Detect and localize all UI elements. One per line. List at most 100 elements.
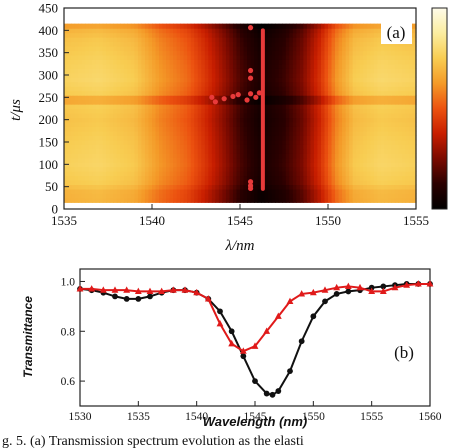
heatmap-cell bbox=[292, 108, 297, 114]
heatmap-cell bbox=[166, 135, 171, 141]
heatmap-cell bbox=[152, 72, 157, 78]
heatmap-cell bbox=[278, 63, 283, 69]
heatmap-cell bbox=[127, 148, 132, 154]
heatmap-cell bbox=[116, 77, 121, 83]
heatmap-cell bbox=[176, 77, 181, 83]
heatmap-cell bbox=[176, 32, 181, 38]
heatmap-cell bbox=[197, 171, 202, 177]
heatmap-cell bbox=[405, 104, 410, 110]
heatmap-cell bbox=[310, 77, 315, 83]
heatmap-cell bbox=[166, 95, 171, 101]
heatmap-cell bbox=[106, 86, 111, 92]
heatmap-cell bbox=[359, 117, 364, 123]
heatmap-cell bbox=[190, 162, 195, 168]
heatmap-cell bbox=[81, 59, 86, 65]
heatmap-cell bbox=[187, 77, 192, 83]
heatmap-cell bbox=[401, 171, 407, 177]
heatmap-cell bbox=[363, 37, 368, 43]
heatmap-marker-point bbox=[247, 75, 254, 81]
heatmap-cell bbox=[310, 68, 315, 74]
heatmap-cell bbox=[208, 130, 213, 136]
heatmap-cell bbox=[85, 193, 90, 199]
heatmap-cell bbox=[278, 171, 283, 177]
heatmap-cell bbox=[229, 63, 234, 69]
heatmap-cell bbox=[352, 32, 357, 38]
heatmap-cell bbox=[215, 171, 220, 177]
heatmap-cell bbox=[412, 45, 417, 52]
heatmap-cell bbox=[204, 130, 209, 136]
heatmap-cell bbox=[292, 171, 297, 177]
heatmap-cell bbox=[384, 126, 389, 132]
heatmap-cell bbox=[190, 112, 195, 119]
heatmap-cell bbox=[243, 139, 248, 145]
heatmap-cell bbox=[236, 193, 241, 199]
heatmap-cell bbox=[278, 32, 283, 38]
heatmap-cell bbox=[313, 23, 319, 29]
heatmap-cell bbox=[377, 28, 382, 34]
heatmap-cell bbox=[173, 117, 178, 123]
heatmap-cell bbox=[123, 162, 128, 168]
heatmap-cell bbox=[412, 104, 417, 110]
heatmap-cell bbox=[366, 130, 371, 136]
heatmap-cell bbox=[310, 104, 315, 110]
heatmap-cell bbox=[144, 121, 150, 127]
heatmap-cell bbox=[208, 166, 213, 172]
heatmap-cell bbox=[134, 184, 139, 190]
heatmap-cell bbox=[289, 59, 294, 65]
heatmap-cell bbox=[250, 166, 255, 172]
heatmap-cell bbox=[247, 45, 252, 52]
heatmap-cell bbox=[123, 45, 128, 52]
heatmap-cell bbox=[338, 197, 343, 203]
heatmap-cell bbox=[109, 28, 114, 34]
heatmap-cell bbox=[92, 175, 97, 181]
heatmap-cell bbox=[99, 90, 104, 96]
heatmap-cell bbox=[377, 179, 382, 186]
heatmap-cell bbox=[113, 41, 118, 47]
heatmap-cell bbox=[306, 144, 311, 150]
heatmap-cell bbox=[232, 171, 238, 177]
heatmap-cell bbox=[405, 117, 410, 123]
heatmap-cell bbox=[155, 104, 160, 110]
heatmap-cell bbox=[370, 148, 375, 154]
heatmap-cell bbox=[412, 95, 417, 101]
heatmap-cell bbox=[176, 184, 181, 190]
heatmap-cell bbox=[81, 126, 86, 132]
series-point-1 bbox=[269, 391, 276, 398]
heatmap-cell bbox=[197, 81, 202, 87]
heatmap-cell bbox=[384, 193, 389, 199]
heatmap-cell bbox=[106, 28, 111, 34]
heatmap-cell bbox=[67, 45, 72, 52]
heatmap-cell bbox=[401, 144, 407, 150]
heatmap-cell bbox=[137, 68, 143, 74]
heatmap-cell bbox=[359, 197, 364, 203]
heatmap-cell bbox=[148, 162, 153, 168]
heatmap-cell bbox=[243, 112, 248, 119]
heatmap-cell bbox=[201, 171, 206, 177]
heatmap-cell bbox=[240, 121, 245, 127]
heatmap-cell bbox=[88, 188, 93, 194]
heatmap-cell bbox=[204, 41, 209, 47]
heatmap-cell bbox=[373, 50, 378, 56]
heatmap-cell bbox=[328, 37, 333, 43]
heatmap-cell bbox=[338, 50, 343, 56]
heatmap-cell bbox=[335, 68, 340, 74]
heatmap-cell bbox=[197, 45, 202, 52]
heatmap-cell bbox=[204, 54, 209, 60]
heatmap-cell bbox=[257, 50, 262, 56]
heatmap-cell bbox=[74, 148, 79, 154]
heatmap-cell bbox=[99, 104, 104, 110]
heatmap-cell bbox=[317, 28, 322, 34]
heatmap-cell bbox=[81, 117, 86, 123]
heatmap-cell bbox=[106, 108, 111, 114]
heatmap-cell bbox=[215, 166, 220, 172]
heatmap-cell bbox=[285, 175, 290, 181]
heatmap-cell bbox=[127, 197, 132, 203]
series-point-1 bbox=[123, 295, 130, 302]
heatmap-cell bbox=[225, 175, 231, 181]
heatmap-cell bbox=[130, 59, 135, 65]
heatmap-cell bbox=[338, 68, 343, 74]
heatmap-cell bbox=[391, 179, 396, 186]
heatmap-cell bbox=[352, 153, 357, 159]
heatmap-cell bbox=[116, 32, 121, 38]
heatmap-cell bbox=[328, 104, 333, 110]
